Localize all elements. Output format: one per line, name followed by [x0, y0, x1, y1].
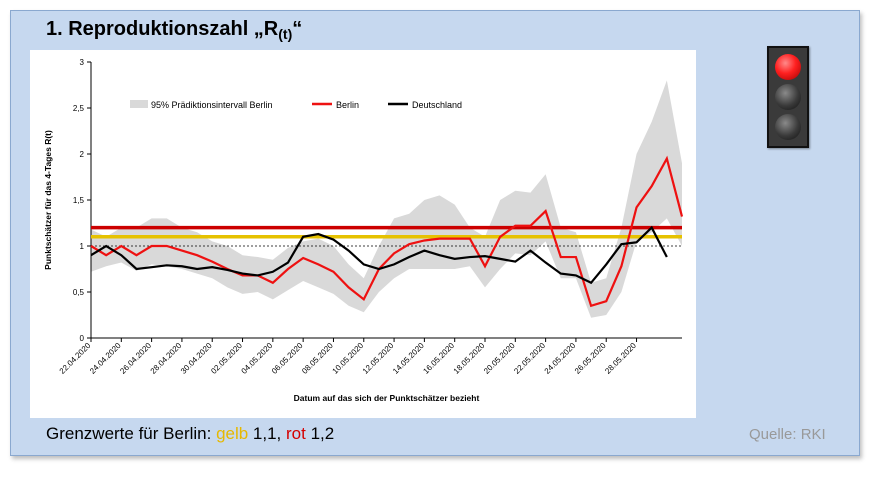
chart-svg: 0 0,5 1 1,5 2 2,5 3 22.04.202024.04.202026.04.2… [43, 58, 684, 403]
threshold-footer: Grenzwerte für Berlin: gelb 1,1, rot 1,2 [46, 424, 335, 443]
x-tick-label: 26.04.2020 [118, 341, 153, 376]
x-tick-label: 06.05.2020 [270, 341, 305, 376]
x-tick-label: 14.05.2020 [391, 341, 426, 376]
source-label: Quelle: RKI [749, 426, 826, 443]
slide-title: 1. Reproduktionszahl „R(t)“ [46, 18, 303, 42]
y-tick-label: 2,5 [73, 104, 85, 113]
x-tick-label: 26.05.2020 [573, 341, 608, 376]
threshold-yellow-label: gelb [216, 424, 249, 443]
y-tick-label: 1 [80, 242, 85, 251]
x-tick-label: 24.05.2020 [543, 341, 578, 376]
x-tick-label: 10.05.2020 [331, 341, 366, 376]
traffic-light-yellow-lamp [775, 84, 801, 110]
y-tick-label: 1,5 [73, 196, 85, 205]
series-line-berlin [90, 155, 684, 308]
y-tick-label: 0 [80, 334, 85, 343]
x-tick-label: 24.04.2020 [88, 341, 123, 376]
x-tick-label: 30.04.2020 [179, 341, 214, 376]
threshold-red-label: rot [286, 424, 306, 443]
x-tick-label: 28.05.2020 [603, 341, 638, 376]
legend-swatch-interval [130, 100, 148, 108]
x-tick-label: 20.05.2020 [482, 341, 517, 376]
y-tick-label: 3 [80, 58, 85, 67]
legend-label-deutschland: Deutschland [412, 100, 462, 110]
x-tick-label: 02.05.2020 [209, 341, 244, 376]
reproduction-number-chart: 0 0,5 1 1,5 2 2,5 3 22.04.2020 24.04.2020 26.04.2… [30, 50, 696, 418]
traffic-light-green-lamp [775, 114, 801, 140]
x-tick-label: 22.04.2020 [58, 341, 93, 376]
y-tick-label: 0,5 [73, 288, 85, 297]
x-tick-label: 12.05.2020 [361, 341, 396, 376]
traffic-light-red-lamp [775, 54, 801, 80]
legend-label-interval: 95% Prädiktionsintervall Berlin [151, 100, 273, 110]
x-tick-label: 04.05.2020 [240, 341, 275, 376]
legend-label-berlin: Berlin [336, 100, 359, 110]
y-tick-label: 2 [80, 150, 85, 159]
traffic-light-icon [767, 46, 809, 148]
x-tick-label: 28.04.2020 [149, 341, 184, 376]
x-axis-label: Datum auf das sich der Punktschätzer bez… [294, 393, 480, 403]
x-tick-label: 18.05.2020 [452, 341, 487, 376]
prediction-interval-band [91, 80, 682, 318]
x-tick-label: 08.05.2020 [300, 341, 335, 376]
series-line-deutschland [90, 225, 668, 285]
x-tick-label: 16.05.2020 [421, 341, 456, 376]
x-tick-label: 22.05.2020 [512, 341, 547, 376]
y-axis-label: Punktschätzer für das 4-Tages R(t) [43, 130, 53, 270]
